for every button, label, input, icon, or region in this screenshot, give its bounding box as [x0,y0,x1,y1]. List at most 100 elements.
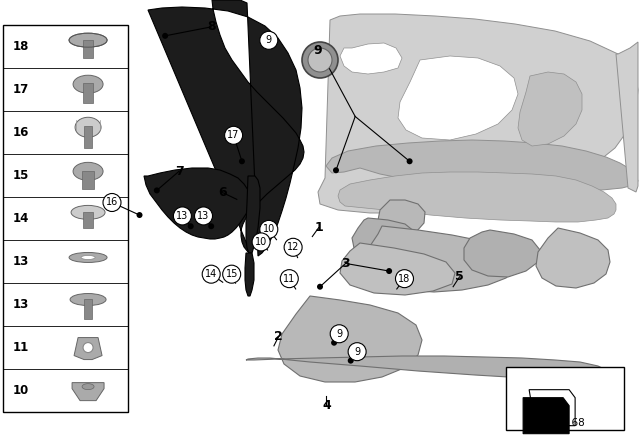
Text: 12: 12 [287,242,300,252]
Text: 13: 13 [13,298,29,311]
Circle shape [406,158,413,164]
Text: 10: 10 [13,384,29,397]
Bar [83,83,93,103]
Text: 9: 9 [313,43,322,57]
Ellipse shape [73,162,103,181]
Ellipse shape [69,253,107,263]
Circle shape [330,325,348,343]
Polygon shape [616,42,638,192]
Bar [82,171,94,190]
Polygon shape [326,140,638,191]
Text: 13: 13 [176,211,189,221]
Circle shape [202,265,220,283]
Bar [83,212,93,228]
Circle shape [188,223,194,229]
Circle shape [223,265,241,283]
Text: 18: 18 [13,40,29,53]
Polygon shape [366,226,516,292]
Text: 6: 6 [218,186,227,199]
Text: 18: 18 [398,274,411,284]
Bar [84,298,92,319]
Polygon shape [338,172,616,222]
Text: 8: 8 [207,20,216,34]
Circle shape [225,126,243,144]
Text: 14: 14 [205,269,218,279]
Text: 14: 14 [13,212,29,225]
Bar [83,40,93,58]
Text: 3: 3 [341,257,350,270]
Text: 10: 10 [262,224,275,234]
Circle shape [331,340,337,346]
Text: 5: 5 [455,270,464,284]
Ellipse shape [82,383,94,390]
Ellipse shape [69,33,107,47]
Text: 17: 17 [227,130,240,140]
Circle shape [386,268,392,274]
Circle shape [208,223,214,229]
Circle shape [348,343,366,361]
Text: 7: 7 [175,164,184,178]
Polygon shape [246,176,260,253]
Text: 15: 15 [13,169,29,182]
Circle shape [154,187,160,194]
Text: 10: 10 [255,237,268,247]
Circle shape [162,33,168,39]
Polygon shape [340,43,402,74]
Circle shape [260,220,278,238]
Circle shape [103,194,121,211]
Polygon shape [144,168,250,239]
Polygon shape [278,296,422,382]
Text: 9: 9 [354,347,360,357]
Ellipse shape [75,117,101,137]
Polygon shape [523,398,569,434]
Polygon shape [148,0,304,256]
Text: 13: 13 [13,255,29,268]
Bar [84,126,92,148]
Circle shape [280,270,298,288]
Circle shape [284,238,302,256]
Circle shape [260,31,278,49]
Text: 2: 2 [274,330,283,344]
Circle shape [317,284,323,290]
Polygon shape [464,230,540,277]
Text: 1: 1 [314,221,323,234]
Polygon shape [536,228,610,288]
Polygon shape [529,390,575,426]
Ellipse shape [83,343,93,353]
Bar [3,25,128,412]
Polygon shape [378,200,425,238]
Ellipse shape [71,205,105,220]
Polygon shape [245,253,254,296]
Ellipse shape [73,75,103,93]
Circle shape [333,167,339,173]
Circle shape [252,233,270,251]
Circle shape [195,207,212,225]
Text: 11: 11 [13,341,29,354]
Polygon shape [340,243,455,295]
Ellipse shape [302,42,338,78]
Bar [506,367,624,430]
Circle shape [173,207,191,225]
Polygon shape [318,14,638,213]
Polygon shape [72,383,104,401]
Text: 484168: 484168 [545,418,585,428]
Circle shape [136,212,143,218]
Text: 9: 9 [266,35,272,45]
Text: 13: 13 [197,211,210,221]
Polygon shape [398,56,518,140]
Text: 16: 16 [106,198,118,207]
Polygon shape [352,218,416,260]
Text: 17: 17 [13,83,29,96]
Circle shape [239,158,245,164]
Ellipse shape [308,48,332,72]
Ellipse shape [70,293,106,306]
Text: 9: 9 [336,329,342,339]
Polygon shape [246,356,610,380]
Text: 15: 15 [225,269,238,279]
Text: 11: 11 [283,274,296,284]
Ellipse shape [81,255,95,259]
Text: 16: 16 [13,126,29,139]
Polygon shape [518,72,582,146]
Circle shape [396,270,413,288]
Circle shape [348,358,354,364]
